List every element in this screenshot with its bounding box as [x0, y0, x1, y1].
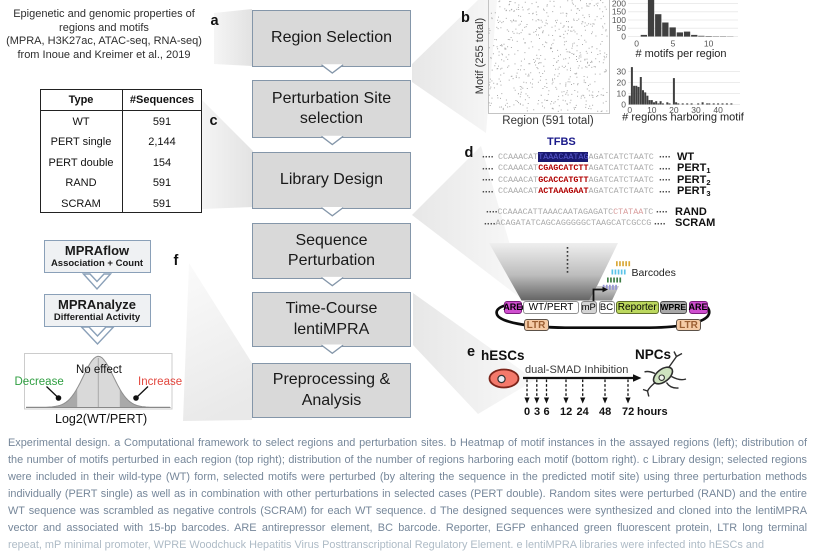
svg-text:30: 30 [617, 67, 627, 77]
svg-text:40: 40 [713, 105, 723, 115]
svg-text:30: 30 [691, 105, 701, 115]
svg-text:5: 5 [671, 39, 676, 49]
svg-text:0: 0 [634, 39, 639, 49]
svg-text:# motifs per region: # motifs per region [635, 48, 726, 60]
svg-text:0: 0 [627, 105, 632, 115]
svg-text:20: 20 [617, 78, 627, 88]
svg-text:10: 10 [617, 89, 627, 99]
svg-text:0: 0 [621, 32, 626, 42]
svg-text:10: 10 [647, 105, 657, 115]
svg-text:10: 10 [704, 39, 714, 49]
svg-text:50: 50 [617, 23, 627, 33]
svg-text:# regions harboring motif: # regions harboring motif [622, 112, 745, 124]
svg-text:0: 0 [621, 100, 626, 110]
svg-text:100: 100 [612, 15, 626, 25]
svg-text:20: 20 [669, 105, 679, 115]
svg-text:150: 150 [612, 7, 626, 17]
svg-text:200: 200 [612, 0, 626, 9]
